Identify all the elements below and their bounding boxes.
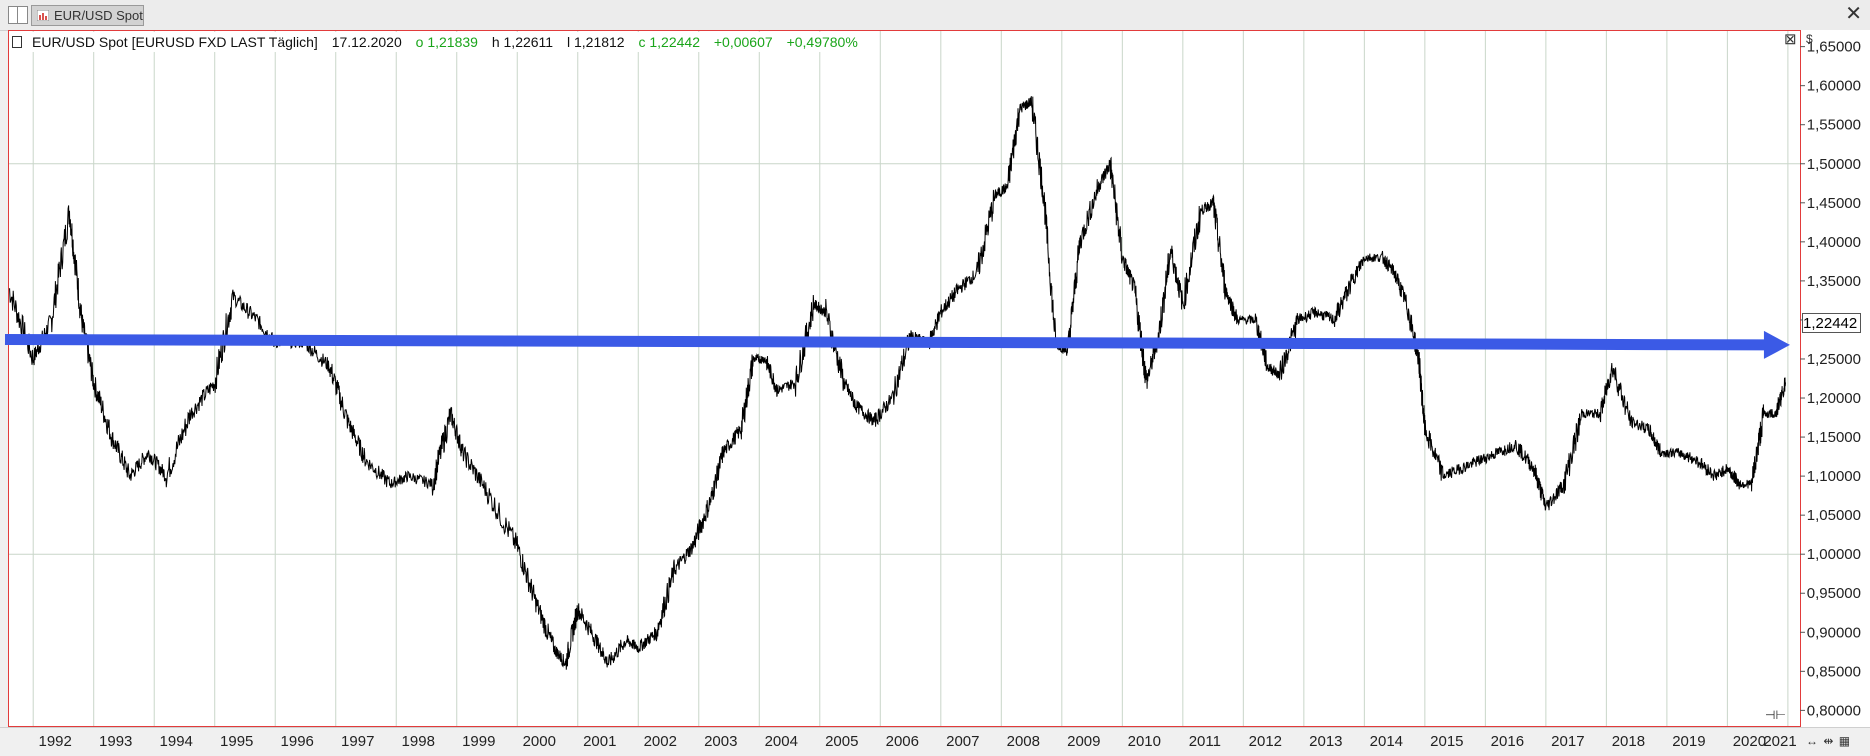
info-close: c 1,22442 (638, 34, 700, 50)
window-titlebar: EUR/USD Spot ✕ (0, 0, 1870, 31)
x-tick-label: 2012 (1249, 733, 1282, 750)
time-axis[interactable] (0, 727, 1870, 756)
x-tick-label: 2016 (1491, 733, 1524, 750)
chart-plot-area[interactable] (8, 30, 1801, 727)
chart-icon (37, 10, 49, 21)
scroll-handle-icon[interactable]: ⊣⊢ (1765, 708, 1786, 722)
tab-label: EUR/USD Spot (54, 8, 143, 23)
x-tick-label: 1992 (39, 733, 72, 750)
y-tick-label: 1,15000 (1807, 429, 1861, 446)
x-tick-label: 2002 (644, 733, 677, 750)
x-tick-label: 1998 (402, 733, 435, 750)
x-tick-label: 2019 (1672, 733, 1705, 750)
x-tick-label: 2001 (583, 733, 616, 750)
x-tick-label: 2007 (946, 733, 979, 750)
x-tick-label: 2004 (765, 733, 798, 750)
layout-split-icon[interactable] (8, 6, 28, 24)
x-tick-label: 2006 (886, 733, 919, 750)
y-tick-label: 1,00000 (1807, 546, 1861, 563)
y-tick-label: 1,60000 (1807, 78, 1861, 95)
x-tick-label: 2021 (1763, 733, 1796, 750)
y-tick-label: 1,25000 (1807, 351, 1861, 368)
x-tick-label: 2003 (704, 733, 737, 750)
x-tick-label: 2013 (1309, 733, 1342, 750)
x-tick-label: 1999 (462, 733, 495, 750)
y-tick-label: 0,90000 (1807, 624, 1861, 641)
currency-symbol: $ (1806, 32, 1813, 46)
y-tick-label: 1,45000 (1807, 195, 1861, 212)
info-date: 17.12.2020 (331, 34, 402, 50)
info-change-pct: +0,49780% (786, 34, 858, 50)
info-open: o 1,21839 (415, 34, 478, 50)
info-change: +0,00607 (713, 34, 773, 50)
y-tick-label: 1,20000 (1807, 390, 1861, 407)
info-low: l 1,21812 (566, 34, 625, 50)
zoom-in-icon[interactable]: ↔ (1806, 734, 1819, 748)
series-line-eurusd (8, 96, 1786, 670)
tab-eurusd-spot[interactable]: EUR/USD Spot (31, 5, 144, 26)
x-tick-label: 1997 (341, 733, 374, 750)
last-price-label: 1,22442 (1802, 313, 1861, 333)
x-tick-label: 2009 (1067, 733, 1100, 750)
y-tick-label: 0,80000 (1807, 702, 1861, 719)
y-tick-label: 1,05000 (1807, 507, 1861, 524)
x-tick-label: 2011 (1189, 733, 1221, 750)
trend-arrow-shaft (4, 333, 1766, 351)
y-tick-label: 1,40000 (1807, 234, 1861, 251)
x-tick-label: 2015 (1430, 733, 1463, 750)
chart-style-icon[interactable]: ▦ (1838, 734, 1852, 748)
y-tick-label: 0,85000 (1807, 663, 1861, 680)
zoom-out-icon[interactable]: ⇹ (1823, 734, 1835, 748)
x-tick-label: 2017 (1551, 733, 1584, 750)
close-panel-icon[interactable]: ⊠ (1784, 31, 1797, 48)
trend-arrow-head (1763, 330, 1790, 359)
y-tick-label: 1,10000 (1807, 468, 1861, 485)
info-marker-icon (12, 36, 22, 48)
x-tick-label: 1993 (99, 733, 132, 750)
close-icon[interactable]: ✕ (1845, 3, 1862, 25)
x-tick-label: 1995 (220, 733, 253, 750)
price-axis[interactable] (1801, 30, 1870, 727)
x-tick-label: 2018 (1612, 733, 1645, 750)
x-tick-label: 2000 (523, 733, 556, 750)
x-tick-label: 2010 (1128, 733, 1161, 750)
y-tick-label: 0,95000 (1807, 585, 1861, 602)
y-tick-label: 1,65000 (1807, 39, 1861, 56)
x-tick-label: 2005 (825, 733, 858, 750)
x-tick-label: 2008 (1007, 733, 1040, 750)
info-high: h 1,22611 (491, 34, 554, 50)
instrument-name: EUR/USD Spot [EURUSD FXD LAST Täglich] (32, 34, 318, 50)
x-tick-label: 2014 (1370, 733, 1403, 750)
x-tick-label: 1996 (281, 733, 314, 750)
ohlc-info-bar: EUR/USD Spot [EURUSD FXD LAST Täglich] 1… (12, 32, 868, 52)
x-tick-label: 1994 (160, 733, 193, 750)
y-tick-label: 1,35000 (1807, 273, 1861, 290)
y-tick-label: 1,55000 (1807, 117, 1861, 134)
x-tick-label: 2020 (1733, 733, 1766, 750)
y-tick-label: 1,50000 (1807, 156, 1861, 173)
